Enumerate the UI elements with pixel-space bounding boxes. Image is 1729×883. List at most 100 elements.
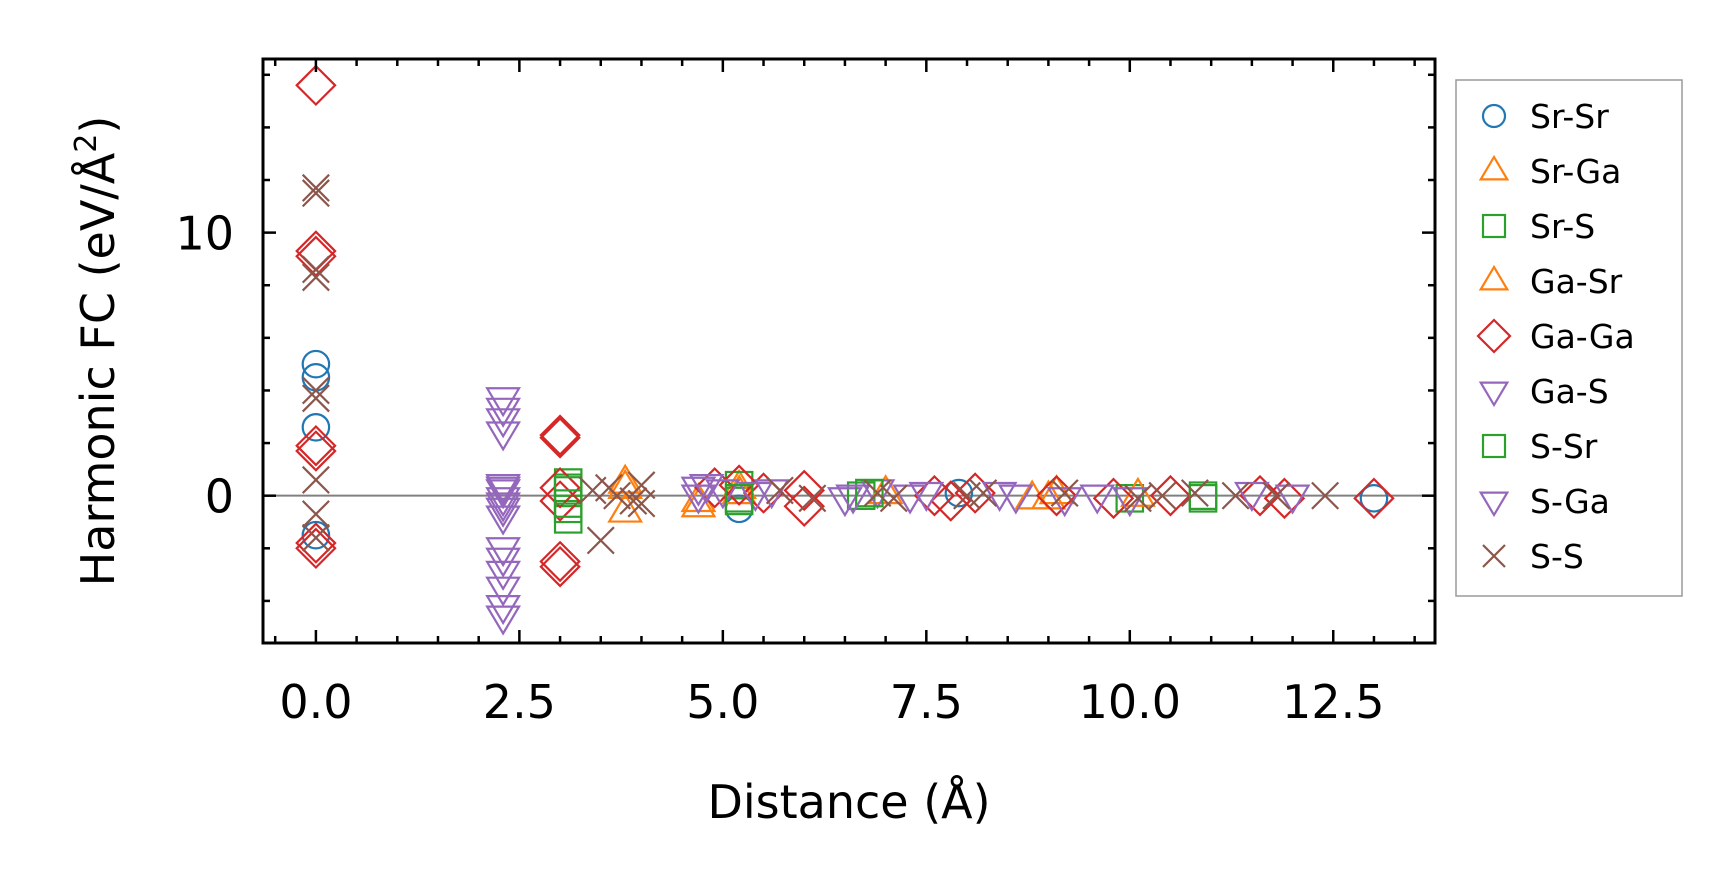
data-point-ga-s <box>704 479 741 510</box>
data-point-ga-s <box>485 594 521 626</box>
data-point-ga-ga <box>929 480 972 522</box>
legend-marker-ga-sr <box>1478 264 1510 291</box>
data-point-ga-ga <box>718 464 760 506</box>
data-point-ga-ga <box>295 424 337 467</box>
data-point-s-s <box>1050 479 1079 508</box>
legend-label-ga-ga: Ga-Ga <box>1530 317 1635 356</box>
data-point-ga-ga <box>539 417 581 459</box>
x-tick-labels: 0.0 2.5 5.0 7.5 10.0 12.5 <box>279 675 1384 729</box>
data-point-s-s <box>879 484 908 513</box>
data-point-s-ga <box>485 505 521 536</box>
y-axis-title-main: Harmonic FC (eV/Å <box>71 152 125 586</box>
data-point-ga-s <box>1274 484 1311 515</box>
data-point-ga-ga <box>295 235 337 278</box>
data-point-ga-s <box>892 484 928 515</box>
legend-marker-sr-s <box>1481 213 1507 239</box>
data-point-s-ga <box>485 476 521 507</box>
data-point-s-s <box>603 481 632 510</box>
data-points-layer <box>295 64 1395 636</box>
data-point-s-s <box>798 484 827 513</box>
x-tick-label: 12.5 <box>1282 675 1384 729</box>
data-point-s-ga <box>1111 487 1148 518</box>
data-point-ga-s <box>1079 484 1116 515</box>
data-point-ga-ga <box>913 474 956 517</box>
data-point-ga-ga <box>1092 477 1135 520</box>
data-point-ga-s <box>737 481 774 513</box>
data-point-ga-s <box>485 397 521 428</box>
data-point-sr-s <box>1115 484 1145 513</box>
data-point-s-s <box>301 465 330 494</box>
axis-ticks-layer <box>263 59 1435 643</box>
y-tick-label: 0 <box>205 470 234 524</box>
data-point-ga-ga <box>783 485 825 527</box>
x-tick-label: 7.5 <box>890 675 963 729</box>
data-point-ga-ga <box>1353 477 1395 520</box>
x-tick-label: 5.0 <box>686 675 759 729</box>
data-point-s-s <box>969 479 998 508</box>
data-point-sr-sr <box>944 478 974 508</box>
data-point-ga-s <box>485 487 521 518</box>
data-point-s-s <box>619 486 648 515</box>
data-point-s-s <box>301 173 330 202</box>
plot-frame <box>261 57 1437 645</box>
data-point-ga-ga <box>1149 474 1192 517</box>
data-point-s-s <box>1123 484 1152 513</box>
data-point-s-ga <box>997 484 1034 515</box>
legend-label-sr-ga: Sr-Ga <box>1530 152 1621 191</box>
y-tick-labels: 0 10 <box>175 207 234 524</box>
legend-marker-ga-s <box>1478 381 1510 408</box>
data-point-ga-ga <box>295 430 337 472</box>
legend-marker-s-ga <box>1478 491 1510 518</box>
data-point-sr-sr <box>301 412 331 442</box>
data-point-ga-sr <box>867 474 904 505</box>
legend-label-ga-s: Ga-S <box>1530 372 1609 411</box>
data-point-ga-ga <box>783 469 825 512</box>
data-point-s-s <box>301 384 330 413</box>
data-point-s-s <box>586 526 615 555</box>
data-point-s-sr <box>855 478 884 508</box>
legend-marker-sr-sr <box>1481 103 1507 129</box>
data-point-ga-sr <box>1030 479 1067 510</box>
data-point-ga-ga <box>539 540 581 583</box>
data-point-sr-ga <box>607 492 644 523</box>
data-point-s-sr <box>553 489 583 518</box>
data-point-s-s <box>301 376 330 405</box>
data-point-s-s <box>1180 479 1209 508</box>
data-point-ga-s <box>485 387 521 418</box>
data-point-ga-sr <box>607 468 644 499</box>
legend-marker-s-sr <box>1481 433 1507 459</box>
x-tick-label: 0.0 <box>279 675 352 729</box>
data-point-ga-s <box>680 484 717 515</box>
data-point-s-s <box>1221 481 1250 510</box>
data-point-s-s <box>1148 481 1177 510</box>
legend-frame <box>1455 79 1683 597</box>
legend-label-s-ga: S-Ga <box>1530 482 1610 521</box>
data-point-sr-s <box>553 505 583 534</box>
x-axis-title: Distance (Å) <box>707 775 990 829</box>
data-point-s-sr <box>724 484 754 513</box>
legend-label-sr-sr: Sr-Sr <box>1530 97 1609 136</box>
data-point-s-s <box>301 500 330 529</box>
data-point-ga-sr <box>1120 476 1156 507</box>
data-point-ga-ga <box>295 527 337 570</box>
legend: Sr-Sr Sr-Ga Sr-S Ga-Sr Ga-Ga Ga-S S-Sr S-Ga S-S <box>1455 79 1683 597</box>
data-point-ga-s <box>485 560 521 591</box>
data-point-s-sr <box>1188 484 1218 513</box>
data-point-sr-sr <box>301 520 331 550</box>
legend-label-s-s: S-S <box>1530 537 1584 576</box>
data-point-ga-s <box>827 487 863 518</box>
data-point-ga-s <box>485 421 521 452</box>
legend-label-s-sr: S-Sr <box>1530 427 1598 466</box>
data-point-s-ga <box>688 473 725 505</box>
data-point-sr-sr <box>1359 484 1389 513</box>
data-point-ga-ga <box>539 414 581 456</box>
data-point-ga-ga <box>295 64 337 107</box>
data-point-s-s <box>301 523 330 552</box>
data-point-ga-ga <box>539 545 581 588</box>
x-tick-label: 2.5 <box>483 675 556 729</box>
data-point-ga-s <box>1233 481 1270 513</box>
data-point-ga-s <box>485 605 521 636</box>
data-point-s-ga <box>835 484 871 515</box>
y-axis-title: Harmonic FC (eV/Å2) <box>69 116 125 587</box>
